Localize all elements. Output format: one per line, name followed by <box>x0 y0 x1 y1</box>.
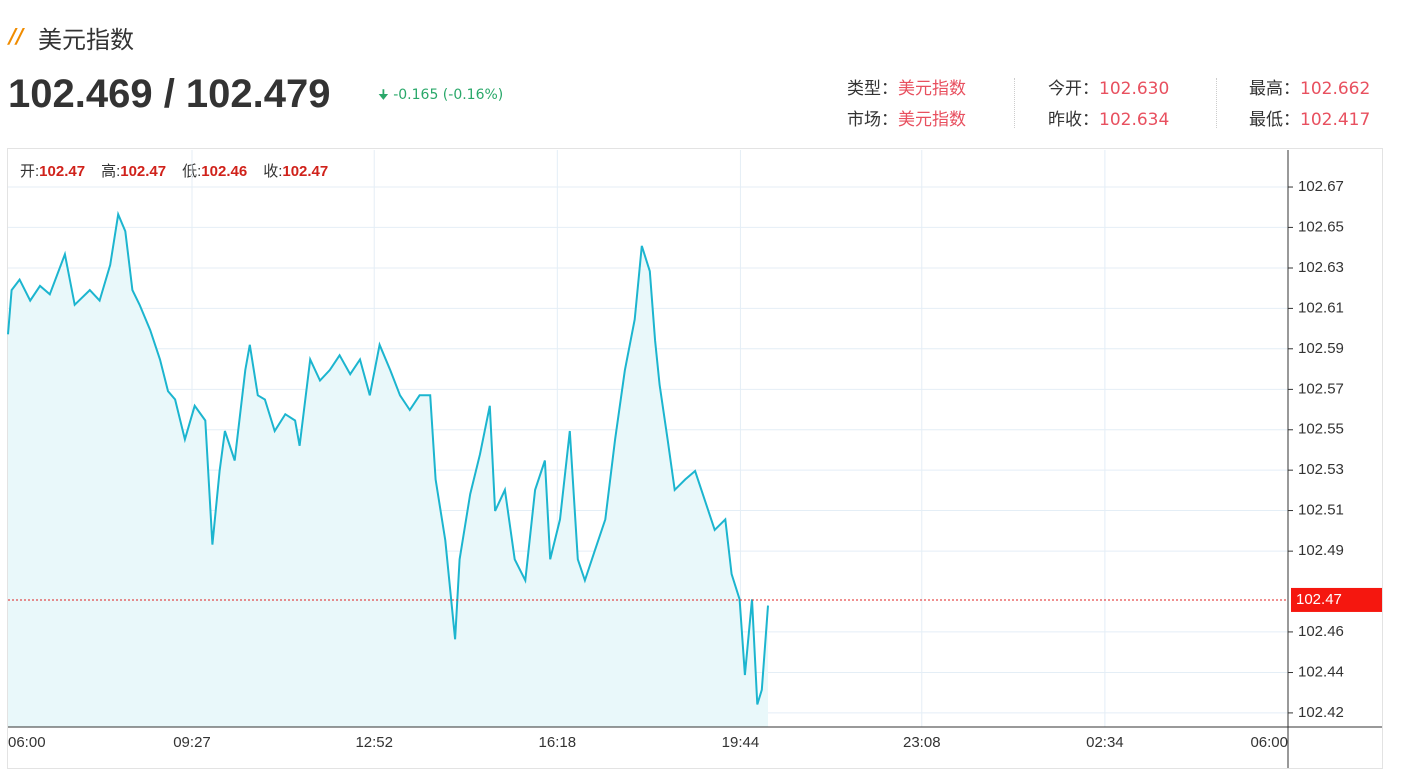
info-label: 最低： <box>1249 110 1300 130</box>
info-value: 102.417 <box>1300 110 1371 130</box>
y-tick-label: 102.53 <box>1298 461 1344 478</box>
info-value: 美元指数 <box>898 110 966 130</box>
ohlc-value: 102.47 <box>39 163 85 180</box>
x-tick-label: 23:08 <box>903 734 941 751</box>
ohlc-value: 102.47 <box>120 163 166 180</box>
info-item: 昨收：102.634 <box>1048 105 1169 136</box>
y-tick-label: 102.49 <box>1298 542 1344 559</box>
ohlc-bar: 开:102.47 高:102.47 低:102.46 收:102.47 <box>20 163 328 180</box>
y-tick-label: 102.57 <box>1298 380 1344 397</box>
y-tick-label: 102.61 <box>1298 299 1344 316</box>
x-tick-label: 06:00 <box>1250 734 1288 751</box>
y-tick-label: 102.46 <box>1298 623 1344 640</box>
info-value: 102.634 <box>1099 110 1170 130</box>
y-tick-label: 102.42 <box>1298 704 1344 721</box>
y-tick-label: 102.51 <box>1298 502 1344 519</box>
info-label: 昨收： <box>1048 110 1099 130</box>
separator <box>1216 78 1218 128</box>
separator <box>1014 78 1016 128</box>
ohlc-value: 102.47 <box>282 163 328 180</box>
info-label: 类型： <box>847 79 898 99</box>
y-tick-label: 102.59 <box>1298 340 1344 357</box>
info-item: 市场：美元指数 <box>847 105 966 136</box>
info-item: 类型：美元指数 <box>847 74 966 105</box>
last-price-box <box>1291 587 1382 612</box>
change: 🠋 -0.165 (-0.16%) <box>378 87 504 103</box>
x-tick-label: 02:34 <box>1086 734 1124 751</box>
x-tick-label: 19:44 <box>722 734 760 751</box>
info-label: 最高： <box>1249 79 1300 99</box>
ohlc-label: 开: <box>20 163 39 180</box>
info-label: 今开： <box>1048 79 1099 99</box>
info-value: 102.630 <box>1099 79 1170 99</box>
x-tick-label: 06:00 <box>8 734 46 751</box>
last-price-label: 102.47 <box>1296 591 1342 608</box>
y-tick-label: 102.55 <box>1298 421 1344 438</box>
info-value: 美元指数 <box>898 79 966 99</box>
info-item: 今开：102.630 <box>1048 74 1169 105</box>
ohlc-label: 收: <box>263 163 282 180</box>
y-tick-label: 102.67 <box>1298 178 1344 195</box>
y-tick-label: 102.65 <box>1298 218 1344 235</box>
title-icon: // <box>9 24 24 48</box>
x-tick-label: 09:27 <box>173 734 211 751</box>
info-item: 最低：102.417 <box>1249 105 1370 136</box>
y-tick-label: 102.63 <box>1298 259 1344 276</box>
line <box>7 210 769 705</box>
x-tick-label: 12:52 <box>355 734 393 751</box>
ohlc-label: 高: <box>101 163 120 180</box>
title: 美元指数 <box>38 26 134 54</box>
area <box>8 214 768 727</box>
ohlc-value: 102.46 <box>201 163 247 180</box>
chart-frame <box>7 148 1383 769</box>
info-item: 最高：102.662 <box>1249 74 1370 105</box>
x-tick-label: 16:18 <box>539 734 577 751</box>
change-text: -0.165 (-0.16%) <box>393 87 504 103</box>
info-label: 市场： <box>847 110 898 130</box>
price: 102.469 / 102.479 <box>8 72 331 116</box>
info-value: 102.662 <box>1300 79 1371 99</box>
y-tick-label: 102.44 <box>1298 663 1344 680</box>
